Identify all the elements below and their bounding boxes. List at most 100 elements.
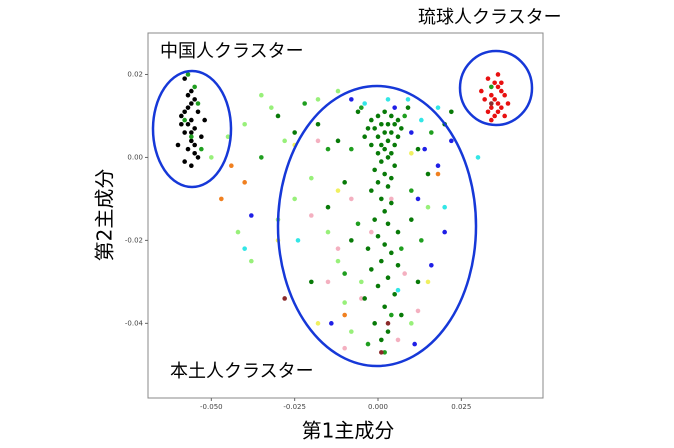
point [382,171,387,177]
x-tick-label: 0.000 [368,403,388,411]
x-tick-label: -0.025 [283,403,306,411]
point [385,275,391,281]
y-tick-label: 0.00 [127,153,143,161]
point [325,229,331,235]
point [399,246,404,251]
point [379,350,384,355]
point [295,238,301,243]
point [389,200,394,206]
annotation: 琉球人クラスター [418,7,562,28]
point [199,146,204,152]
point [489,84,494,90]
point [335,246,341,251]
point [192,126,197,131]
point [425,171,431,177]
point [399,312,404,318]
point [392,121,397,127]
point [392,105,397,110]
cluster-ellipse [458,49,534,127]
point [382,242,387,247]
point [499,88,504,94]
point [315,121,321,127]
point [325,146,331,152]
point [302,101,307,106]
point [495,72,501,77]
point [419,238,424,243]
x-tick-label: -0.050 [200,403,223,411]
point [185,146,191,152]
point [275,113,281,119]
point [435,105,441,110]
point [242,121,247,127]
point [499,80,504,86]
point [192,84,197,90]
point [402,271,407,276]
point [375,113,381,119]
point [335,258,341,264]
point [395,229,401,235]
point [189,88,194,94]
point [502,92,507,98]
point [189,163,194,169]
point [335,188,341,193]
point [415,279,421,285]
point [335,88,341,94]
point [349,329,354,334]
point [355,109,361,115]
plot-border [147,32,544,399]
point [335,138,341,144]
point [482,97,487,102]
point [442,204,447,210]
point [492,80,497,86]
point [385,138,391,144]
point [395,337,401,343]
point [379,337,384,343]
point [249,258,254,264]
point [389,196,394,202]
point [325,279,331,285]
point [225,134,231,139]
point [362,134,367,139]
point [495,101,501,106]
point [372,167,377,173]
point [485,109,491,115]
point [395,134,401,139]
point [342,180,347,185]
point [189,101,194,106]
point [489,117,494,123]
point [435,163,441,169]
point [385,221,391,227]
point [189,138,194,144]
point [282,138,287,144]
point [342,300,347,305]
point [359,279,364,285]
point [402,113,407,119]
point [425,204,431,210]
point [492,113,497,119]
point [395,117,401,123]
point [229,163,234,169]
point [389,150,394,156]
y-tick-label: 0.02 [127,70,143,78]
point [385,184,391,189]
point [195,155,201,160]
point [189,130,194,135]
point [375,150,381,156]
point [489,92,494,98]
point [219,196,224,202]
point [199,134,204,139]
point [195,101,201,106]
point [435,171,441,177]
point [259,155,264,160]
point [422,146,427,152]
point [362,101,367,106]
y-axis-title: 第2主成分 [93,169,117,262]
point [192,150,197,156]
point [189,134,194,139]
point [429,130,434,135]
point [355,221,361,227]
point [405,97,411,102]
point [375,180,381,185]
point [369,188,374,193]
